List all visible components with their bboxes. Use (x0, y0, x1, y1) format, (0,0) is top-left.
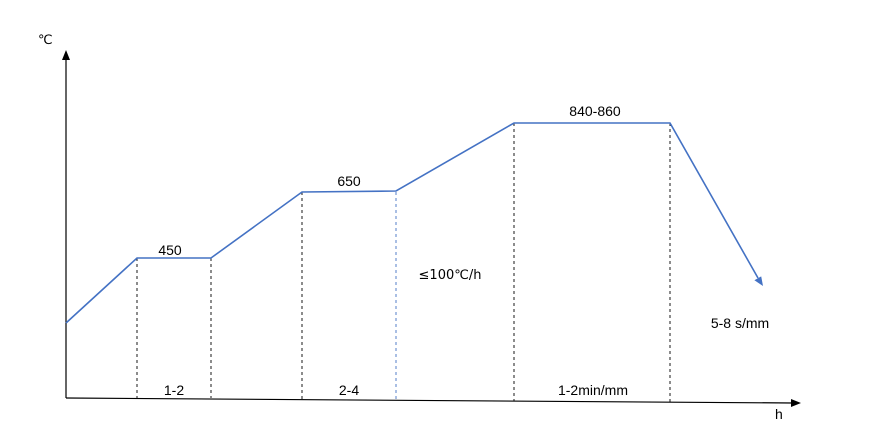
hold-time-2-4-label: 2-4 (339, 382, 359, 398)
temperature-profile-curve (65, 122, 759, 324)
guide-lines (136, 123, 671, 402)
hold-temperature-840-860-label: 840-860 (569, 103, 621, 119)
y-axis-unit-label: ℃ (38, 33, 53, 48)
y-axis-arrow (62, 50, 70, 60)
hold-temperature-650-label: 650 (337, 173, 361, 189)
hold-temperature-450-label: 450 (158, 242, 182, 258)
heating-rate-label: ≤100℃/h (419, 268, 482, 283)
hold-time-1-2-label: 1-2 (164, 382, 184, 398)
cooling-rate-label: 5-8 s/mm (711, 315, 769, 331)
x-axis (65, 397, 794, 404)
axes (62, 50, 801, 407)
cooling-arrow (754, 276, 763, 286)
x-axis-unit-label: h (775, 406, 783, 422)
hold-time-1-2min-mm-label: 1-2min/mm (558, 382, 628, 398)
x-axis-arrow (791, 399, 801, 407)
